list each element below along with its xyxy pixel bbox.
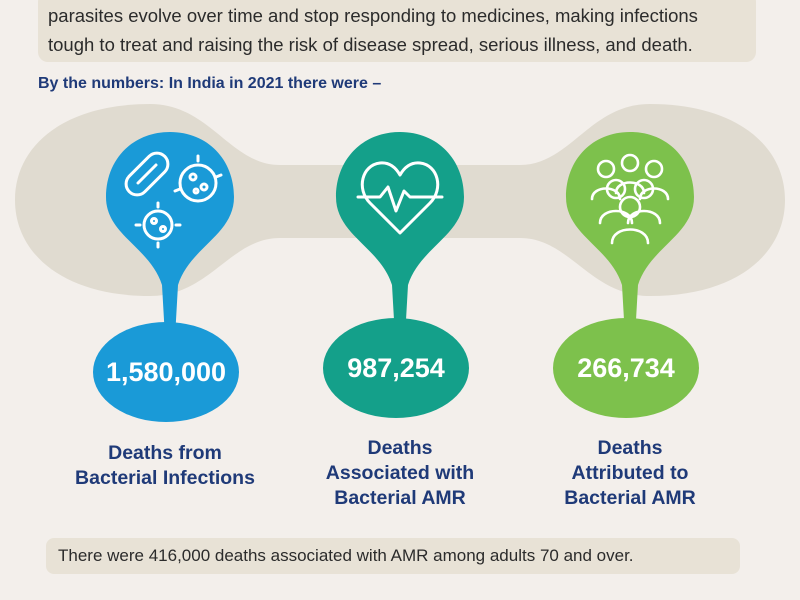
intro-line-1: parasites evolve over time and stop resp… [48,5,698,26]
stat-value-bubble-3: 266,734 [553,318,699,418]
footer-box [46,538,740,574]
stat-value-3: 266,734 [577,352,675,383]
stat-label-1: Deaths from Bacterial Infections [40,441,290,491]
bacteria-icon [124,151,223,249]
stat-value-bubble-1: 1,580,000 [93,322,239,422]
stat-label-3: Deaths Attributed to Bacterial AMR [505,436,755,511]
stat-label-2-line-2: Associated with [325,462,475,484]
people-pin [566,132,694,355]
stat-label-3-line-2: Attributed to [571,462,689,484]
stat-value-bubble-2: 987,254 [323,318,469,418]
stat-label-3-line-1: Deaths [597,437,663,459]
section-heading: By the numbers: In India in 2021 there w… [38,75,382,92]
footer-note: There were 416,000 deaths associated wit… [58,546,634,565]
heart-pulse-icon [356,161,444,235]
stat-value-2: 987,254 [347,352,445,383]
intro-box [38,0,756,62]
stat-label-2: Deaths Associated with Bacterial AMR [275,436,525,511]
stat-label-3-line-3: Bacterial AMR [564,487,696,509]
intro-line-2: tough to treat and raising the risk of d… [48,34,693,55]
stat-label-2-line-1: Deaths [367,437,433,459]
stat-value-1: 1,580,000 [105,356,227,387]
stat-label-1-line-1: Deaths from [108,442,222,464]
stat-label-2-line-3: Bacterial AMR [334,487,466,509]
people-group-icon [590,153,670,245]
stat-label-1-line-2: Bacterial Infections [75,467,255,489]
bacteria-pin [106,132,234,355]
heart-pin [336,132,464,355]
